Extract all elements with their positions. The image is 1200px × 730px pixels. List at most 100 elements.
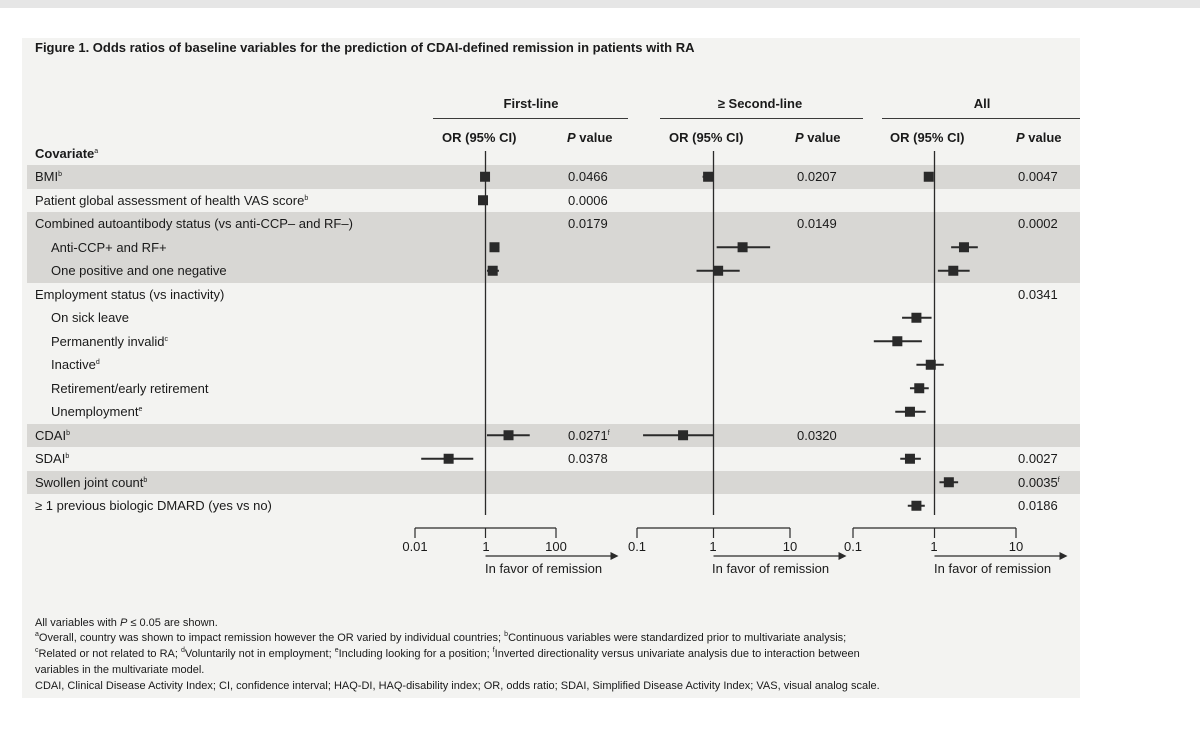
or-marker-all xyxy=(911,312,922,323)
row-label: CDAIb xyxy=(35,428,70,443)
p-header-all: P value xyxy=(1016,130,1062,145)
p-value-text: 0.0002 xyxy=(1018,216,1058,231)
row-label-text: Permanently invalid xyxy=(51,333,165,349)
p-value-text: 0.0466 xyxy=(568,169,608,184)
p-value-text: 0.0341 xyxy=(1018,286,1058,302)
fn3-f: Inverted directionality versus univariat… xyxy=(494,648,860,660)
favor-label-second-line: In favor of remission xyxy=(712,561,830,576)
footnote-line-2: aOverall, country was shown to impact re… xyxy=(35,631,846,644)
p-value-text: 0.0186 xyxy=(1018,498,1058,513)
or-marker-all xyxy=(948,265,959,276)
tick-label-all-0: 0.1 xyxy=(843,539,863,554)
fn3-e: Including looking for a position; xyxy=(338,648,493,660)
footnote-line-4: variables in the multivariate model. xyxy=(35,664,205,676)
row-label: On sick leave xyxy=(51,310,129,325)
covariate-header-sup: a xyxy=(94,148,99,155)
row-label-sup: b xyxy=(304,194,309,202)
p-value-text: 0.0047 xyxy=(1018,169,1058,184)
tick-label-first-line-1: 1 xyxy=(482,539,490,554)
or-marker-first-line xyxy=(480,171,491,182)
fn3-sup-e: e xyxy=(334,647,339,654)
row-label-sup: e xyxy=(138,406,143,413)
p-value-cell: 0.0047 xyxy=(1018,169,1058,184)
or-marker-all xyxy=(904,453,915,464)
p-header-italic: P xyxy=(1016,130,1025,145)
row-label-sup: b xyxy=(66,429,70,437)
row-label-text: SDAI xyxy=(35,451,66,466)
p-value-sup: f xyxy=(607,429,610,437)
or-marker-second-line xyxy=(678,430,689,441)
p-value-text: 0.0006 xyxy=(568,192,608,208)
p-header-second-line: P value xyxy=(795,130,841,145)
or-marker-second-line xyxy=(713,265,724,276)
or-marker-all xyxy=(914,383,925,394)
top-strip xyxy=(0,0,1200,8)
p-header-first-line: P value xyxy=(567,130,613,145)
row-label-text: Swollen joint count xyxy=(35,474,144,490)
or-header-all: OR (95% CI) xyxy=(890,130,965,145)
fn3-sup-d: d xyxy=(180,647,185,654)
row-label-text: Unemployment xyxy=(51,404,139,419)
p-value-cell: 0.0027 xyxy=(1018,451,1058,466)
p-value-cell: 0.0186 xyxy=(1018,498,1058,513)
row-label: Unemploymente xyxy=(51,404,142,419)
table-row xyxy=(27,470,1080,494)
or-marker-first-line xyxy=(443,453,454,464)
p-value-cell: 0.0271f xyxy=(568,428,610,443)
row-label: ≥ 1 previous biologic DMARD (yes vs no) xyxy=(35,498,272,513)
table-row xyxy=(27,259,1080,283)
p-value-cell: 0.0149 xyxy=(797,216,837,231)
or-marker-first-line xyxy=(503,430,514,441)
row-label: BMIb xyxy=(35,169,62,184)
p-value-cell: 0.0320 xyxy=(797,428,837,443)
figure-title: Figure 1. Odds ratios of baseline variab… xyxy=(35,40,695,55)
tick-label-second-line-2: 10 xyxy=(782,539,798,554)
fn3-c: Related or not related to RA; xyxy=(38,648,181,660)
p-value-text: 0.0320 xyxy=(797,427,837,443)
p-header-suffix: value xyxy=(803,130,841,145)
p-header-italic: P xyxy=(795,130,804,145)
p-value-cell: 0.0466 xyxy=(568,169,608,184)
or-marker-all xyxy=(925,359,936,370)
footnote-line-3: cRelated or not related to RA; dVoluntar… xyxy=(35,647,860,660)
p-header-italic: P xyxy=(567,130,576,145)
header-rule-second-line xyxy=(660,118,863,119)
row-label: Patient global assessment of health VAS … xyxy=(35,193,308,208)
or-marker-all xyxy=(911,500,922,511)
fn2-sup-b: b xyxy=(504,631,509,638)
p-header-suffix: value xyxy=(1024,130,1062,145)
row-label-sup: b xyxy=(143,476,148,484)
footnote-line-1: All variables with P ≤ 0.05 are shown. xyxy=(35,617,218,629)
row-label-text: One positive and one negative xyxy=(51,263,227,278)
row-label-text: Combined autoantibody status (vs anti-CC… xyxy=(35,216,353,231)
table-row xyxy=(27,423,1080,447)
p-value-text: 0.0378 xyxy=(568,451,608,466)
or-marker-first-line xyxy=(478,195,489,206)
fn3-d: Voluntarily not in employment; xyxy=(184,648,335,660)
row-label: Inactived xyxy=(51,357,100,372)
header-rule-all xyxy=(882,118,1080,119)
row-label: Retirement/early retirement xyxy=(51,381,209,396)
fn1-pre: All variables with xyxy=(35,617,120,629)
covariate-header-text: Covariate xyxy=(35,146,95,161)
row-label-sup: d xyxy=(95,359,100,366)
row-label-sup: b xyxy=(65,453,70,460)
p-value-cell: 0.0006 xyxy=(568,193,608,208)
group-title-first-line: First-line xyxy=(503,96,559,111)
p-value-sup: f xyxy=(1057,476,1060,484)
favor-arrow-head-all xyxy=(1059,552,1068,560)
fn2-sup-a: a xyxy=(35,631,39,638)
p-value-cell: 0.0002 xyxy=(1018,216,1058,231)
group-title-second-line: ≥ Second-line xyxy=(717,96,803,111)
or-header-first-line: OR (95% CI) xyxy=(442,130,517,145)
or-marker-all xyxy=(904,406,915,417)
figure-panel xyxy=(22,38,1080,698)
row-label: One positive and one negative xyxy=(51,263,227,278)
p-value-text: 0.0035 xyxy=(1018,474,1058,490)
p-value-cell: 0.0341 xyxy=(1018,287,1058,302)
or-marker-all xyxy=(958,242,969,253)
table-row xyxy=(27,212,1080,236)
fn1-post: ≤ 0.05 are shown. xyxy=(127,617,218,629)
footnote-line-5: CDAI, Clinical Disease Activity Index; C… xyxy=(35,680,880,692)
